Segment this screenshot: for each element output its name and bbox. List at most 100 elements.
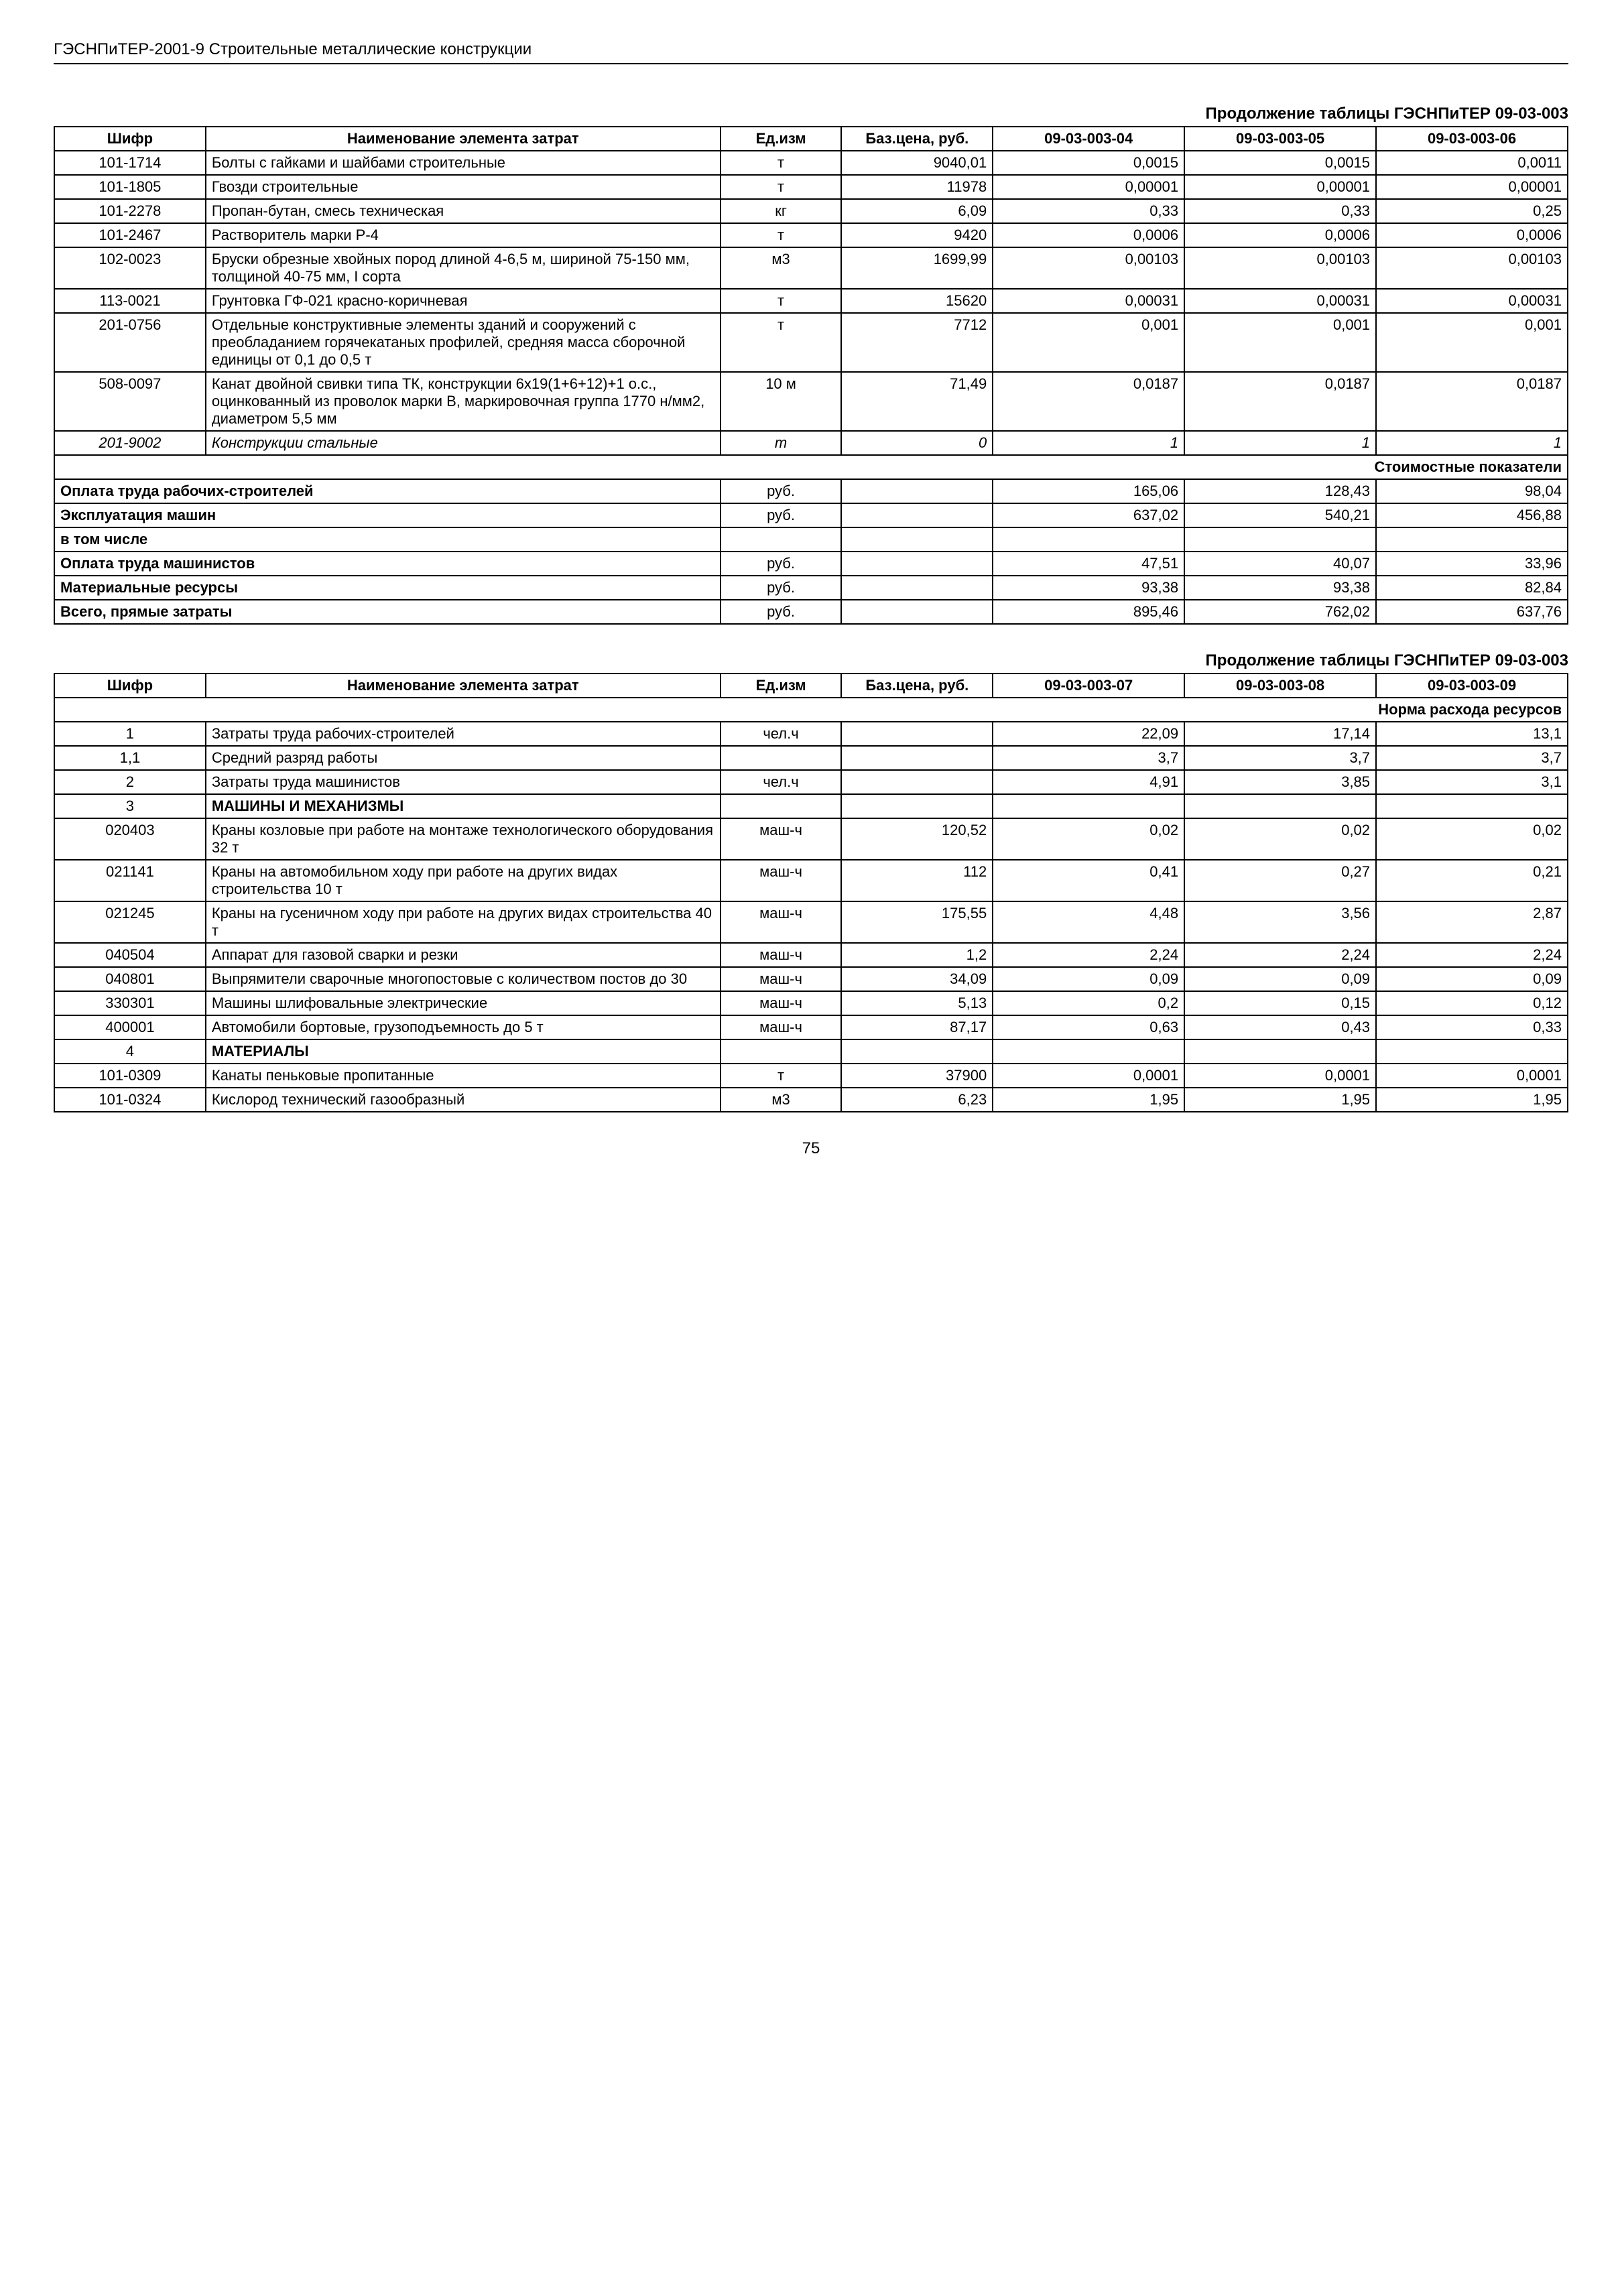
- cell: Автомобили бортовые, грузоподъемность до…: [206, 1015, 721, 1039]
- cell: маш-ч: [721, 901, 842, 943]
- cell: 0,09: [993, 967, 1184, 991]
- cell: 0,00001: [993, 175, 1184, 199]
- cell: 37900: [841, 1064, 993, 1088]
- cell: 3,7: [1376, 746, 1568, 770]
- cell: 637,02: [993, 503, 1184, 527]
- cell: 101-0309: [54, 1064, 206, 1088]
- cell: 0,15: [1184, 991, 1376, 1015]
- cell: 0,0006: [1184, 223, 1376, 247]
- cell: 400001: [54, 1015, 206, 1039]
- cell: Средний разряд работы: [206, 746, 721, 770]
- table-row: 330301Машины шлифовальные электрическием…: [54, 991, 1568, 1015]
- table-row: 020403Краны козловые при работе на монта…: [54, 818, 1568, 860]
- summary-label: Эксплуатация машин: [54, 503, 721, 527]
- cell: [841, 722, 993, 746]
- cell: 1,2: [841, 943, 993, 967]
- cell: 021245: [54, 901, 206, 943]
- cell: 4: [54, 1039, 206, 1064]
- table2-body: 1Затраты труда рабочих-строителейчел.ч22…: [54, 722, 1568, 1112]
- cell: 0: [841, 431, 993, 455]
- cell: [721, 794, 842, 818]
- cell: 0,0001: [1184, 1064, 1376, 1088]
- cell: 40,07: [1184, 552, 1376, 576]
- cell: 0,0187: [1184, 372, 1376, 431]
- table-row: 1Затраты труда рабочих-строителейчел.ч22…: [54, 722, 1568, 746]
- table-row: 021245Краны на гусеничном ходу при работ…: [54, 901, 1568, 943]
- cell: 71,49: [841, 372, 993, 431]
- cell: 112: [841, 860, 993, 901]
- cell: 0,21: [1376, 860, 1568, 901]
- cell: 0,2: [993, 991, 1184, 1015]
- cell: 2,24: [1184, 943, 1376, 967]
- cell: 895,46: [993, 600, 1184, 624]
- cell: 3,56: [1184, 901, 1376, 943]
- th-code: Шифр: [54, 674, 206, 698]
- summary-label: Всего, прямые затраты: [54, 600, 721, 624]
- table-row: 101-2467Растворитель марки Р-4т94200,000…: [54, 223, 1568, 247]
- cell: 93,38: [993, 576, 1184, 600]
- th-unit: Ед.изм: [721, 127, 842, 151]
- cell: Машины шлифовальные электрические: [206, 991, 721, 1015]
- cell: МАТЕРИАЛЫ: [206, 1039, 721, 1064]
- cell: 9420: [841, 223, 993, 247]
- cell: Затраты труда рабочих-строителей: [206, 722, 721, 746]
- cell: маш-ч: [721, 818, 842, 860]
- cell: 020403: [54, 818, 206, 860]
- cell: 0,33: [1184, 199, 1376, 223]
- table-row: 101-0309Канаты пеньковые пропитанныет379…: [54, 1064, 1568, 1088]
- th-unit: Ед.изм: [721, 674, 842, 698]
- cell: 0,0006: [1376, 223, 1568, 247]
- cell: [721, 527, 842, 552]
- cell: 2,87: [1376, 901, 1568, 943]
- cell: 3,7: [993, 746, 1184, 770]
- cell: 0,27: [1184, 860, 1376, 901]
- cell: [1376, 527, 1568, 552]
- table-row: 101-2278Пропан-бутан, смесь техническаяк…: [54, 199, 1568, 223]
- cell: 101-2467: [54, 223, 206, 247]
- table-row: 400001Автомобили бортовые, грузоподъемно…: [54, 1015, 1568, 1039]
- cell: 7712: [841, 313, 993, 372]
- cell: руб.: [721, 552, 842, 576]
- cell: [841, 1039, 993, 1064]
- cell: [841, 746, 993, 770]
- table-row: 2Затраты труда машинистовчел.ч4,913,853,…: [54, 770, 1568, 794]
- cell: [841, 794, 993, 818]
- cell: [841, 479, 993, 503]
- cell: 021141: [54, 860, 206, 901]
- summary-label: Оплата труда рабочих-строителей: [54, 479, 721, 503]
- cell: Краны на автомобильном ходу при работе н…: [206, 860, 721, 901]
- cell: Аппарат для газовой сварки и резки: [206, 943, 721, 967]
- cell: 1: [1184, 431, 1376, 455]
- cell: 201-0756: [54, 313, 206, 372]
- cell: т: [721, 313, 842, 372]
- cell: 22,09: [993, 722, 1184, 746]
- page-number: 75: [54, 1139, 1568, 1158]
- table1-caption: Продолжение таблицы ГЭСНПиТЕР 09-03-003: [54, 105, 1568, 123]
- cell: 98,04: [1376, 479, 1568, 503]
- cell: 120,52: [841, 818, 993, 860]
- cell: 0,0001: [1376, 1064, 1568, 1088]
- th-c1: 09-03-003-07: [993, 674, 1184, 698]
- cell: чел.ч: [721, 722, 842, 746]
- table-row: 102-0023Бруски обрезные хвойных пород дл…: [54, 247, 1568, 289]
- cell: [1184, 527, 1376, 552]
- cell: 1,95: [993, 1088, 1184, 1112]
- th-c2: 09-03-003-05: [1184, 127, 1376, 151]
- table2-head: Шифр Наименование элемента затрат Ед.изм…: [54, 674, 1568, 722]
- cell: 2,24: [993, 943, 1184, 967]
- cell: кг: [721, 199, 842, 223]
- table-row: 101-0324Кислород технический газообразны…: [54, 1088, 1568, 1112]
- cell: 0,09: [1184, 967, 1376, 991]
- table1: Шифр Наименование элемента затрат Ед.изм…: [54, 126, 1568, 625]
- cell: 0,001: [1184, 313, 1376, 372]
- cell: 0,43: [1184, 1015, 1376, 1039]
- table-row: 508-0097Канат двойной свивки типа ТК, ко…: [54, 372, 1568, 431]
- cell: т: [721, 175, 842, 199]
- summary-row: Оплата труда машинистовруб.47,5140,0733,…: [54, 552, 1568, 576]
- cell: 0,0006: [993, 223, 1184, 247]
- cell: 0,0001: [993, 1064, 1184, 1088]
- table-row: 201-0756Отдельные конструктивные элемент…: [54, 313, 1568, 372]
- cell: [841, 576, 993, 600]
- cell: Отдельные конструктивные элементы зданий…: [206, 313, 721, 372]
- cell: т: [721, 151, 842, 175]
